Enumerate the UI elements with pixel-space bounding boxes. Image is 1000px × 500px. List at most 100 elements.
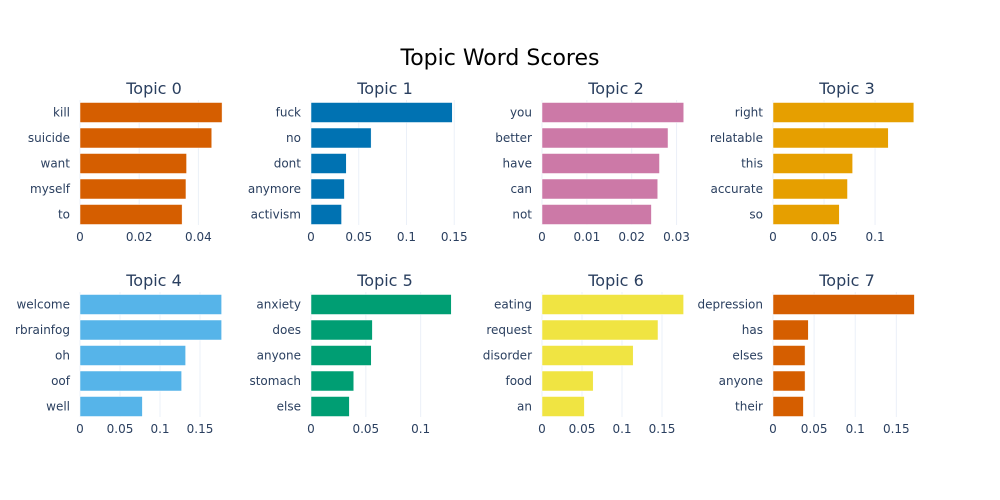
panel-title: Topic 6 (587, 271, 644, 290)
bar (79, 204, 183, 225)
y-tick-label: suicide (28, 131, 70, 145)
panel-title: Topic 7 (818, 271, 875, 290)
bar (310, 396, 350, 417)
y-tick-label: oh (55, 349, 70, 363)
y-tick-label: relatable (710, 131, 763, 145)
y-tick-label: their (735, 400, 763, 414)
bar (541, 294, 684, 315)
x-tick-label: 0.05 (801, 422, 828, 436)
y-tick-label: can (510, 182, 532, 196)
bar (79, 294, 222, 315)
y-tick-label: does (272, 323, 301, 337)
bar (541, 153, 660, 174)
bar (772, 345, 806, 366)
bar (541, 102, 684, 123)
bar (79, 396, 143, 417)
y-tick-label: fuck (276, 106, 301, 120)
panel-title: Topic 0 (125, 79, 182, 98)
bar (541, 345, 634, 366)
x-tick-label: 0 (307, 230, 315, 244)
x-tick-label: 0.05 (811, 230, 838, 244)
y-tick-label: better (495, 131, 532, 145)
bar (772, 153, 853, 174)
panel-0: Topic 0 kill suicide want myself to 0 0.02 0.04 (28, 79, 223, 244)
x-tick-label: 0 (76, 422, 84, 436)
bar (310, 294, 452, 315)
x-tick-label: 0 (76, 230, 84, 244)
y-tick-label: welcome (16, 298, 70, 312)
bar (541, 370, 594, 392)
bar (310, 127, 372, 149)
y-tick-label: this (741, 157, 763, 171)
x-tick-label: 0.1 (612, 422, 631, 436)
y-tick-label: an (517, 400, 532, 414)
panel-title: Topic 4 (125, 271, 182, 290)
panel-2: Topic 2 you better have can not 0 0.01 0.02 0.03 (495, 79, 690, 244)
y-tick-label: oof (51, 374, 71, 388)
bar (541, 178, 658, 200)
x-tick-label: 0.02 (126, 230, 153, 244)
y-tick-label: you (510, 106, 532, 120)
y-tick-label: not (512, 208, 532, 222)
bar (772, 204, 840, 225)
panel-1: Topic 1 fuck no dont anymore activism 0 0.05 0.1… (248, 79, 468, 244)
bar (310, 204, 342, 225)
y-tick-label: anxiety (256, 298, 301, 312)
bar (772, 102, 915, 123)
bar (772, 319, 809, 341)
x-tick-label: 0.15 (649, 422, 676, 436)
y-tick-label: rbrainfog (15, 323, 70, 337)
y-tick-label: accurate (710, 182, 763, 196)
x-tick-label: 0.1 (846, 422, 865, 436)
bar (79, 319, 222, 341)
bar (541, 127, 669, 149)
y-tick-label: want (41, 157, 71, 171)
bar (79, 127, 212, 149)
bar (772, 178, 848, 200)
bar (310, 102, 453, 123)
y-tick-label: myself (30, 182, 71, 196)
panel-5: Topic 5 anxiety does anyone stomach else 0 0.05… (249, 271, 452, 436)
bar (310, 319, 373, 341)
y-tick-label: so (749, 208, 763, 222)
y-tick-label: elses (732, 349, 763, 363)
x-tick-label: 0.1 (866, 230, 885, 244)
y-tick-label: right (735, 106, 763, 120)
panel-3: Topic 3 right relatable this accurate so 0 0.05… (710, 79, 915, 244)
y-tick-label: disorder (483, 349, 532, 363)
x-tick-label: 0 (769, 422, 777, 436)
panel-4: Topic 4 welcome rbrainfog oh oof well 0 0.05 0.1… (15, 271, 222, 436)
bar (79, 345, 186, 366)
y-tick-label: has (742, 323, 763, 337)
x-tick-label: 0.1 (397, 230, 416, 244)
y-tick-label: to (58, 208, 70, 222)
bar (772, 127, 889, 149)
y-tick-label: request (486, 323, 532, 337)
panel-title: Topic 3 (818, 79, 875, 98)
bar (541, 204, 652, 225)
panel-7: Topic 7 depression has elses anyone their 0 0.0… (698, 271, 915, 436)
y-tick-label: else (277, 400, 301, 414)
x-tick-label: 0.01 (573, 230, 600, 244)
panel-6: Topic 6 eating request disorder food an 0 0.05 0… (483, 271, 684, 436)
panel-title: Topic 1 (356, 79, 413, 98)
y-tick-label: anyone (257, 349, 301, 363)
panel-title: Topic 2 (587, 79, 644, 98)
bar (772, 370, 806, 392)
y-tick-label: anymore (248, 182, 301, 196)
x-tick-label: 0.02 (618, 230, 645, 244)
y-tick-label: eating (494, 298, 532, 312)
y-tick-label: no (286, 131, 301, 145)
x-tick-label: 0.05 (352, 422, 379, 436)
bar (79, 178, 187, 200)
bar (310, 345, 372, 366)
bar (541, 319, 659, 341)
x-tick-label: 0.05 (107, 422, 134, 436)
x-tick-label: 0.05 (569, 422, 596, 436)
y-tick-label: stomach (249, 374, 301, 388)
x-tick-label: 0 (307, 422, 315, 436)
bar (310, 370, 355, 392)
x-tick-label: 0.04 (185, 230, 212, 244)
